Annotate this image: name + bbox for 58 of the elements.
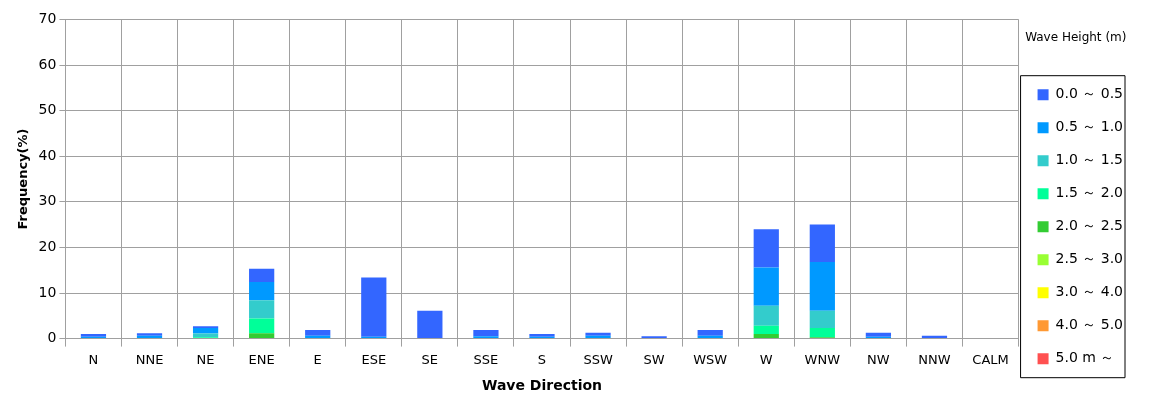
legend-label: 1.0 ～ 1.5: [1055, 151, 1124, 168]
bar: [192, 328, 219, 334]
bar: [753, 325, 779, 335]
x-axis-title: Wave Direction: [481, 377, 603, 394]
x-tick-label: NW: [867, 351, 890, 367]
bar: [473, 329, 499, 337]
x-tick-label: N: [88, 351, 99, 367]
bar: [753, 267, 779, 306]
x-tick-label: NNE: [135, 351, 164, 367]
legend-label: 0.0 ～ 0.5: [1055, 85, 1124, 102]
x-tick-label: SW: [643, 351, 665, 367]
bar: [249, 333, 275, 339]
legend-label: 2.5 ～ 3.0: [1055, 250, 1124, 267]
bar: [753, 229, 779, 268]
x-tick-label: SE: [421, 351, 439, 367]
legend-label: 2.0 ～ 2.5: [1055, 217, 1124, 234]
bar: [249, 268, 275, 283]
y-tick-label: 40: [38, 146, 57, 163]
x-tick-label: NNW: [918, 351, 951, 367]
x-tick-label: S: [537, 351, 547, 367]
x-tick-label: SSE: [473, 351, 499, 367]
bar: [809, 310, 835, 329]
bar: [809, 224, 835, 262]
x-tick-label: E: [313, 351, 322, 367]
x-tick-label: ENE: [248, 351, 275, 367]
legend-label: 3.0 ～ 4.0: [1055, 283, 1124, 300]
y-axis-title: Frequency(%): [15, 128, 31, 230]
bar: [809, 261, 835, 311]
bar: [305, 329, 331, 336]
x-tick-label: NE: [196, 351, 215, 367]
bar: [753, 305, 779, 326]
bar: [417, 310, 443, 339]
x-tick-label: CALM: [972, 351, 1009, 367]
y-tick-label: 70: [38, 10, 57, 27]
bar: [249, 282, 275, 301]
y-tick-label: 50: [38, 101, 57, 118]
y-tick-label: 0: [47, 329, 57, 346]
y-tick-label: 60: [38, 55, 57, 72]
y-tick-label: 20: [38, 238, 57, 255]
legend-label: 0.5 ～ 1.0: [1055, 118, 1124, 135]
x-tick-label: WNW: [804, 351, 841, 367]
x-tick-label: W: [759, 351, 773, 367]
legend-label: 5.0 m ～: [1055, 349, 1115, 366]
bar: [249, 300, 275, 319]
legend-label: 1.5 ～ 2.0: [1055, 184, 1124, 201]
bar: [753, 334, 779, 339]
bar: [809, 328, 835, 338]
x-tick-label: SSW: [583, 351, 613, 367]
y-tick-label: 30: [38, 192, 57, 209]
legend-label: 4.0 ～ 5.0: [1055, 316, 1124, 333]
bar: [249, 318, 275, 334]
bar: [697, 329, 723, 336]
bar: [361, 277, 387, 337]
x-tick-label: ESE: [361, 351, 387, 367]
x-tick-label: WSW: [693, 351, 728, 367]
legend-title: Wave Height (m): [1025, 30, 1127, 45]
bar: [865, 332, 892, 337]
y-tick-label: 10: [38, 283, 57, 300]
